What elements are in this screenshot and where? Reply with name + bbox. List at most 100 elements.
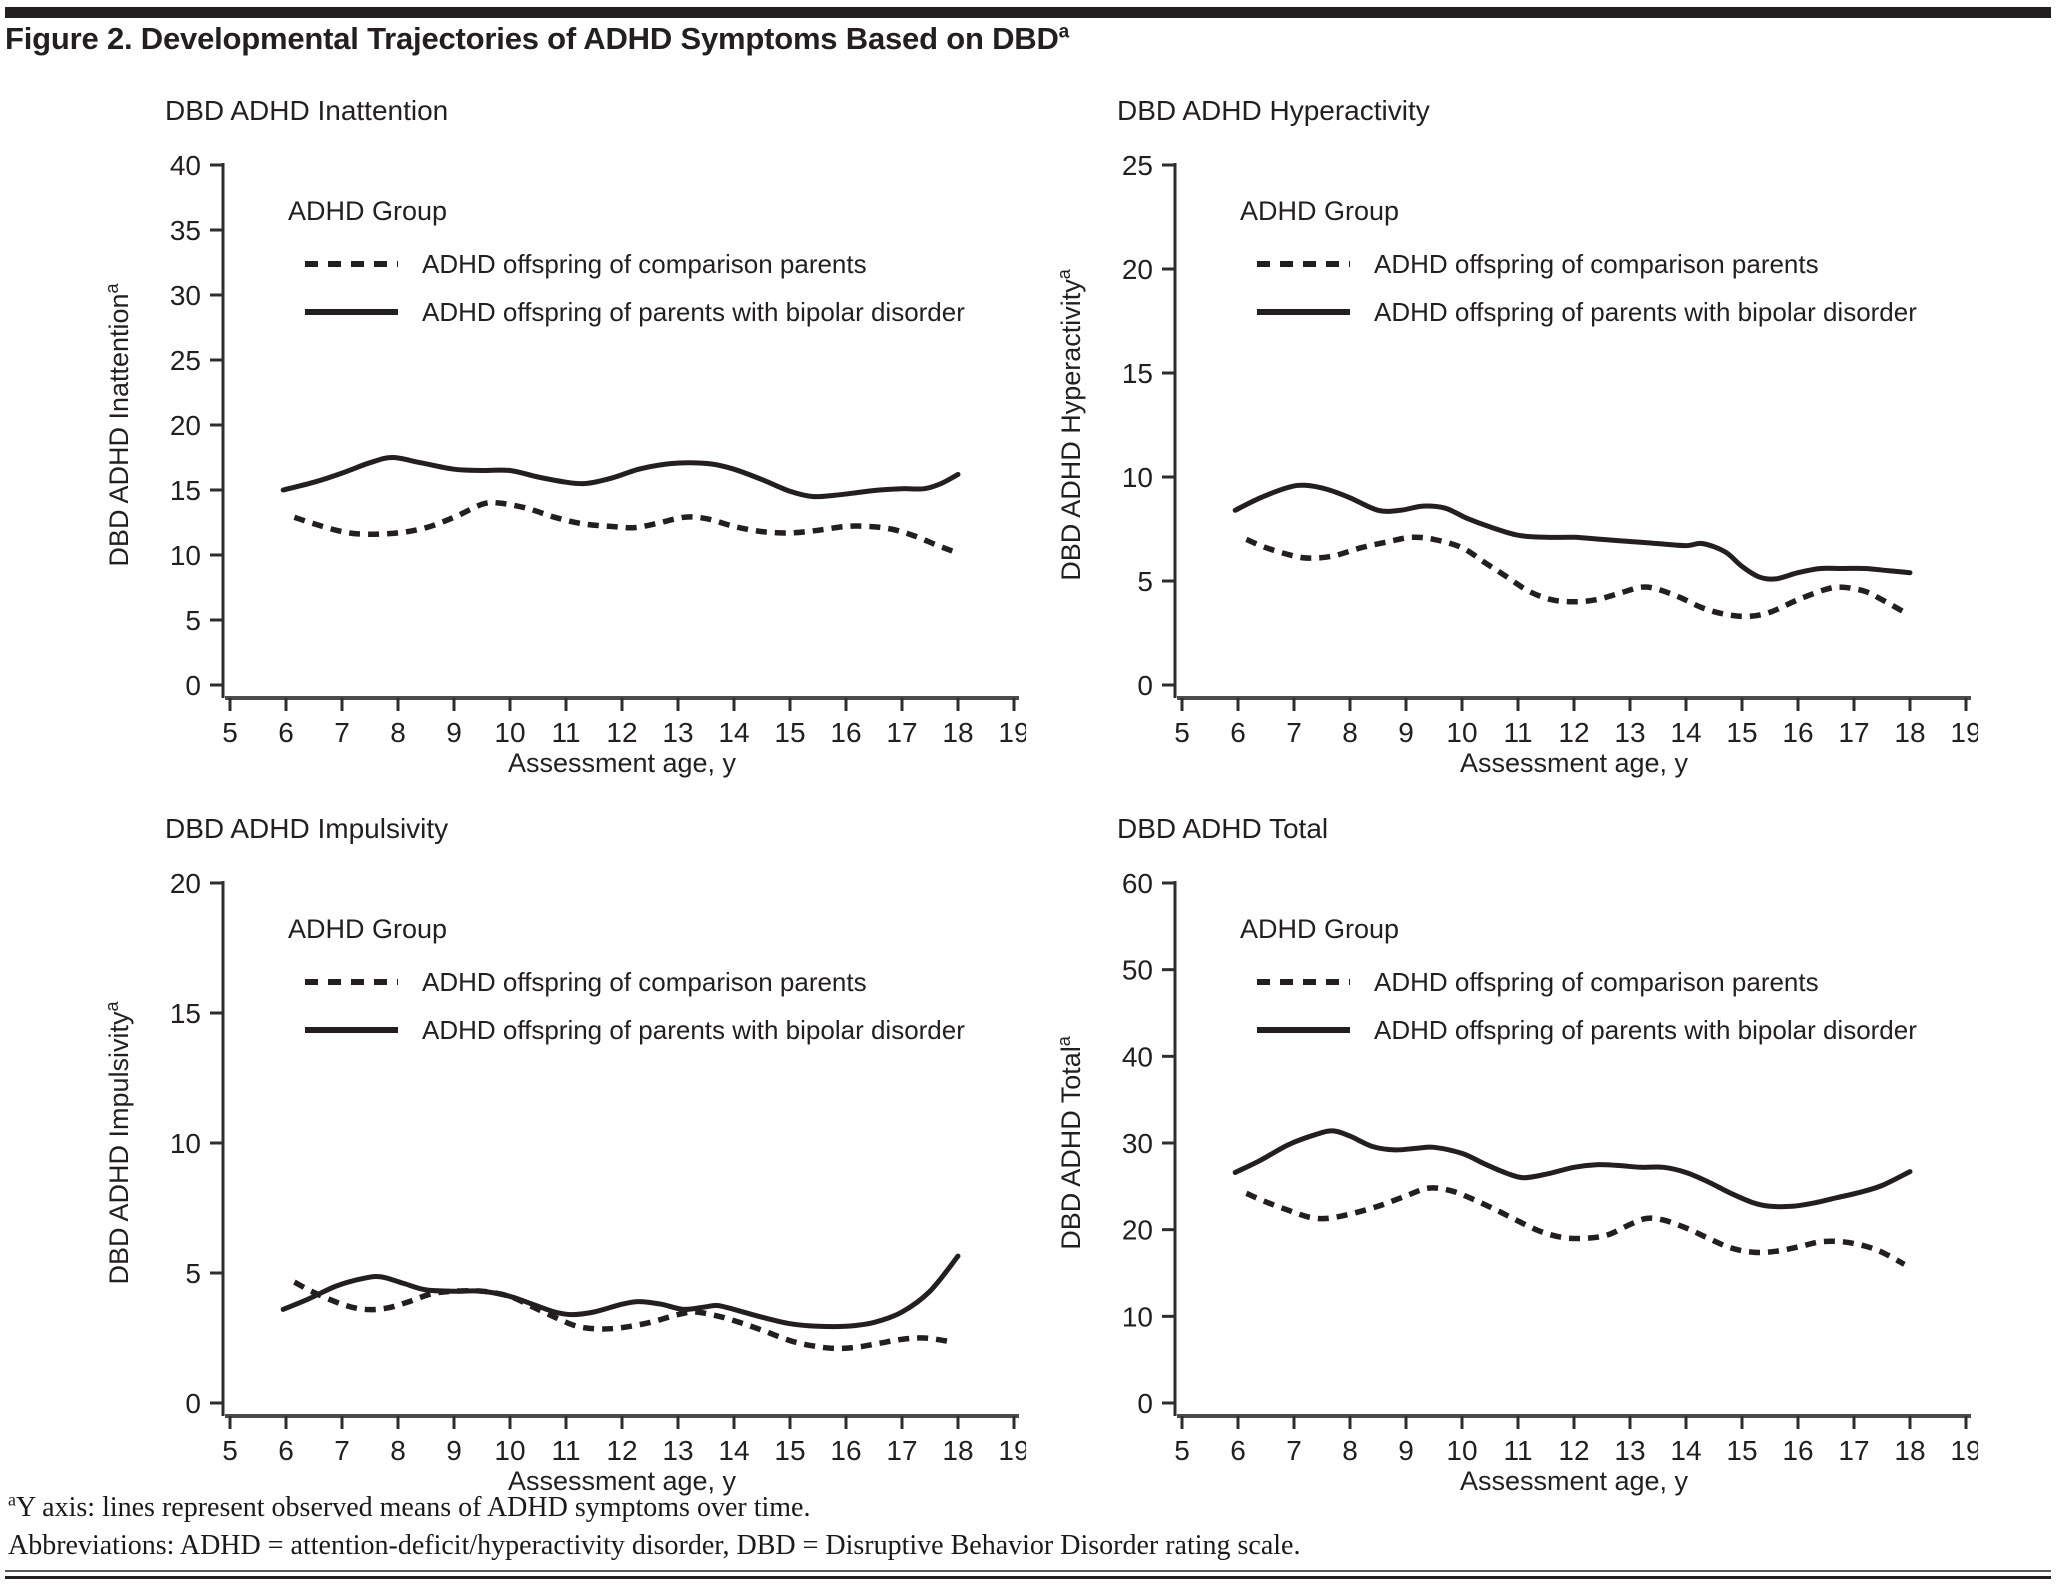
legend-entry-label: ADHD offspring of parents with bipolar d… <box>422 297 965 327</box>
x-tick-label: 15 <box>1726 1435 1757 1466</box>
x-tick-label: 7 <box>334 1435 350 1466</box>
x-tick-label: 16 <box>1782 1435 1813 1466</box>
x-tick-label: 17 <box>886 1435 917 1466</box>
x-tick-label: 7 <box>334 717 350 748</box>
y-tick-label: 40 <box>1122 1041 1153 1072</box>
chart-title: DBD ADHD Hyperactivity <box>1117 95 1430 126</box>
x-tick-label: 11 <box>1503 717 1532 748</box>
legend-entry-label: ADHD offspring of comparison parents <box>422 967 867 997</box>
x-tick-label: 15 <box>1726 717 1757 748</box>
x-tick-label: 17 <box>1838 1435 1869 1466</box>
y-tick-label: 0 <box>1137 670 1153 701</box>
x-tick-label: 19 <box>998 1435 1026 1466</box>
x-tick-label: 10 <box>494 717 525 748</box>
x-tick-label: 15 <box>774 1435 805 1466</box>
x-tick-label: 11 <box>1503 1435 1532 1466</box>
x-axis-title: Assessment age, y <box>1460 748 1689 778</box>
figure-title-superscript: a <box>1058 21 1070 43</box>
x-tick-label: 10 <box>1446 1435 1477 1466</box>
y-tick-label: 20 <box>170 410 201 441</box>
y-tick-label: 5 <box>1137 566 1153 597</box>
x-tick-label: 18 <box>942 717 973 748</box>
legend-entry-label: ADHD offspring of comparison parents <box>422 249 867 279</box>
x-tick-label: 19 <box>1950 1435 1978 1466</box>
y-tick-label: 15 <box>170 475 201 506</box>
series-line-bipolar-parents <box>1232 1128 1913 1210</box>
x-tick-label: 13 <box>1614 1435 1645 1466</box>
x-tick-label: 13 <box>662 717 693 748</box>
x-tick-label: 5 <box>1174 717 1190 748</box>
x-tick-label: 14 <box>1670 717 1701 748</box>
series-line-comparison-parents <box>1245 534 1906 620</box>
x-tick-label: 18 <box>1894 1435 1925 1466</box>
x-axis-title: Assessment age, y <box>508 1466 737 1496</box>
y-tick-label: 15 <box>170 998 201 1029</box>
y-tick-label: 0 <box>185 670 201 701</box>
figure-title: Figure 2. Developmental Trajectories of … <box>5 21 1069 57</box>
chart-title: DBD ADHD Inattention <box>165 95 448 126</box>
y-tick-label: 40 <box>170 150 201 181</box>
x-tick-label: 5 <box>222 717 238 748</box>
chart-total: DBD ADHD Total 0 10 20 30 40 50 60 DBD ADHD Tota… <box>1054 813 1978 1496</box>
x-tick-label: 6 <box>278 717 294 748</box>
bottom-rule <box>5 1570 2051 1579</box>
top-rule <box>5 7 2051 18</box>
y-axis-title: DBD ADHD Totala <box>1054 1035 1086 1250</box>
x-tick-label: 8 <box>1342 717 1358 748</box>
y-tick-label: 0 <box>1137 1388 1153 1419</box>
x-tick-label: 12 <box>1558 1435 1589 1466</box>
x-tick-label: 19 <box>998 717 1026 748</box>
series-line-bipolar-parents <box>280 1253 961 1330</box>
x-tick-label: 6 <box>1230 717 1246 748</box>
y-tick-label: 20 <box>170 868 201 899</box>
y-tick-label: 10 <box>1122 1301 1153 1332</box>
y-axis-title: DBD ADHD Inattentiona <box>102 282 134 566</box>
x-tick-label: 8 <box>390 1435 406 1466</box>
x-tick-label: 15 <box>774 717 805 748</box>
legend-entry-label: ADHD offspring of comparison parents <box>1374 967 1819 997</box>
x-tick-label: 16 <box>830 1435 861 1466</box>
x-tick-label: 13 <box>1614 717 1645 748</box>
y-axis-title: DBD ADHD Hyperactivitya <box>1054 268 1086 581</box>
series-line-comparison-parents <box>1245 1185 1906 1267</box>
series-line-comparison-parents <box>293 499 954 554</box>
y-tick-label: 20 <box>1122 1215 1153 1246</box>
x-tick-label: 6 <box>1230 1435 1246 1466</box>
y-tick-label: 20 <box>1122 254 1153 285</box>
y-tick-label: 50 <box>1122 955 1153 986</box>
legend-entry-label: ADHD offspring of parents with bipolar d… <box>422 1015 965 1045</box>
y-tick-label: 30 <box>170 280 201 311</box>
x-tick-label: 12 <box>606 717 637 748</box>
series-line-bipolar-parents <box>280 455 961 500</box>
x-tick-label: 9 <box>446 1435 462 1466</box>
x-tick-label: 14 <box>718 717 749 748</box>
x-tick-label: 18 <box>942 1435 973 1466</box>
legend-entry-label: ADHD offspring of parents with bipolar d… <box>1374 297 1917 327</box>
x-tick-label: 10 <box>494 1435 525 1466</box>
x-tick-label: 16 <box>1782 717 1813 748</box>
footnote-y-axis: aY axis: lines represent observed means … <box>8 1491 810 1524</box>
x-tick-label: 9 <box>1398 1435 1414 1466</box>
x-tick-label: 7 <box>1286 717 1302 748</box>
y-tick-label: 10 <box>170 540 201 571</box>
chart-title: DBD ADHD Impulsivity <box>165 813 448 844</box>
legend-title: ADHD Group <box>1240 914 1399 944</box>
y-tick-label: 5 <box>185 1258 201 1289</box>
y-axis-title: DBD ADHD Impulsivitya <box>102 1000 134 1284</box>
chart-title: DBD ADHD Total <box>1117 813 1328 844</box>
x-tick-label: 18 <box>1894 717 1925 748</box>
x-tick-label: 5 <box>1174 1435 1190 1466</box>
y-tick-label: 10 <box>1122 462 1153 493</box>
x-tick-label: 13 <box>662 1435 693 1466</box>
legend-title: ADHD Group <box>288 196 447 226</box>
y-tick-label: 5 <box>185 605 201 636</box>
series-line-comparison-parents <box>293 1279 953 1352</box>
x-tick-label: 14 <box>1670 1435 1701 1466</box>
legend-entry-label: ADHD offspring of comparison parents <box>1374 249 1819 279</box>
y-tick-label: 15 <box>1122 358 1153 389</box>
y-tick-label: 10 <box>170 1128 201 1159</box>
legend-title: ADHD Group <box>1240 196 1399 226</box>
